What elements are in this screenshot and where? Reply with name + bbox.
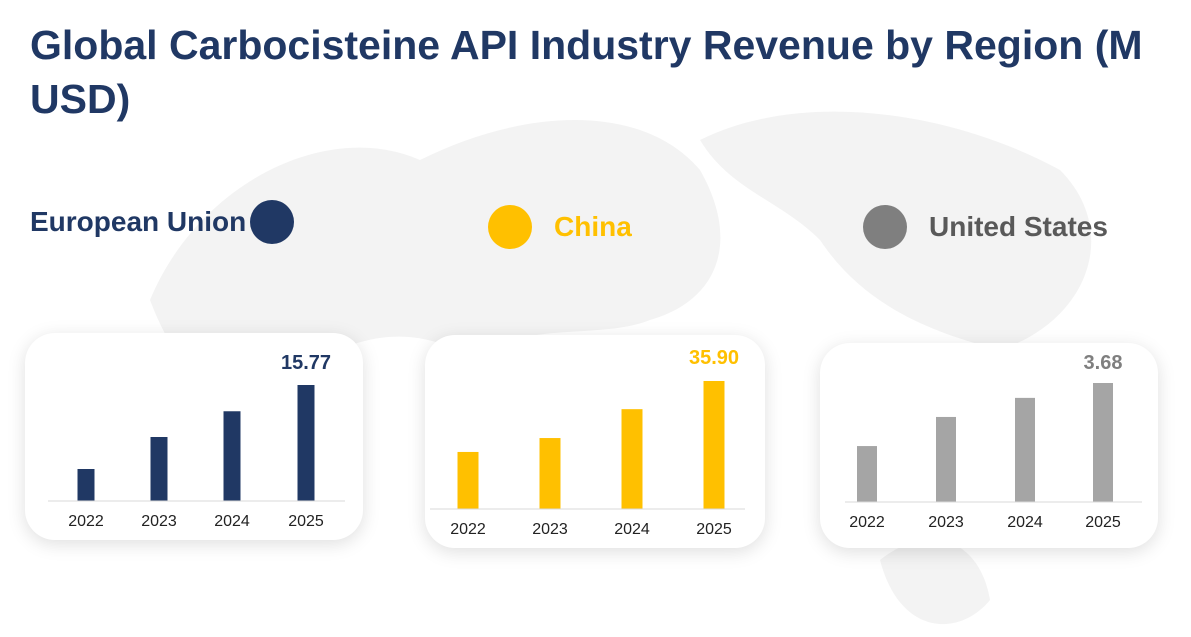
- x-tick-label: 2023: [928, 514, 964, 531]
- bar-2022: [457, 451, 479, 509]
- x-tick-label: 2024: [214, 513, 250, 530]
- legend-label: European Union: [30, 206, 247, 237]
- legend-dot: [863, 205, 907, 249]
- bar-2022: [77, 469, 95, 501]
- bar-chart-china: 2022 2023 2024 2025 35.90: [430, 347, 745, 538]
- bar-2023: [539, 438, 561, 509]
- chart-card-china: 2022 2023 2024 2025 35.90: [425, 335, 765, 548]
- legend-united-states: United States: [863, 205, 1108, 249]
- bar-chart-european-union: 2022 2023 2024 2025 15.77: [48, 352, 345, 530]
- x-tick-label: 2025: [1085, 514, 1121, 531]
- bar-chart-united-states: 2022 2023 2024 2025 3.68: [845, 352, 1142, 531]
- bar-2025: [1093, 383, 1113, 502]
- bar-2025: [297, 385, 315, 501]
- legend-label: China: [554, 211, 632, 242]
- x-tick-label: 2022: [849, 514, 885, 531]
- x-tick-label: 2023: [141, 513, 177, 530]
- bar-2024: [621, 409, 643, 509]
- legend-european-union: European Union: [30, 200, 295, 244]
- x-tick-label: 2022: [450, 521, 486, 538]
- legend-dot: [488, 205, 532, 249]
- bar-2024: [223, 411, 241, 501]
- bar-2024: [1015, 397, 1035, 502]
- x-tick-label: 2022: [68, 513, 104, 530]
- chart-card-european-union: 2022 2023 2024 2025 15.77: [25, 333, 363, 540]
- data-label-2025: 3.68: [1084, 352, 1123, 374]
- bar-2025: [703, 381, 725, 509]
- x-tick-label: 2023: [532, 521, 568, 538]
- data-label-2025: 35.90: [689, 347, 739, 369]
- bar-2023: [936, 416, 956, 502]
- x-tick-label: 2024: [614, 521, 650, 538]
- x-tick-label: 2024: [1007, 514, 1043, 531]
- x-tick-label: 2025: [696, 521, 732, 538]
- legend-dot: [250, 200, 295, 244]
- legend-china: China: [488, 205, 632, 249]
- legend-label: United States: [929, 211, 1108, 242]
- chart-title: Global Carbocisteine API Industry Revenu…: [30, 22, 1143, 122]
- x-tick-label: 2025: [288, 513, 324, 530]
- chart-card-united-states: 2022 2023 2024 2025 3.68: [820, 343, 1158, 548]
- bar-2022: [857, 446, 877, 502]
- data-label-2025: 15.77: [281, 352, 331, 374]
- bar-2023: [150, 437, 168, 501]
